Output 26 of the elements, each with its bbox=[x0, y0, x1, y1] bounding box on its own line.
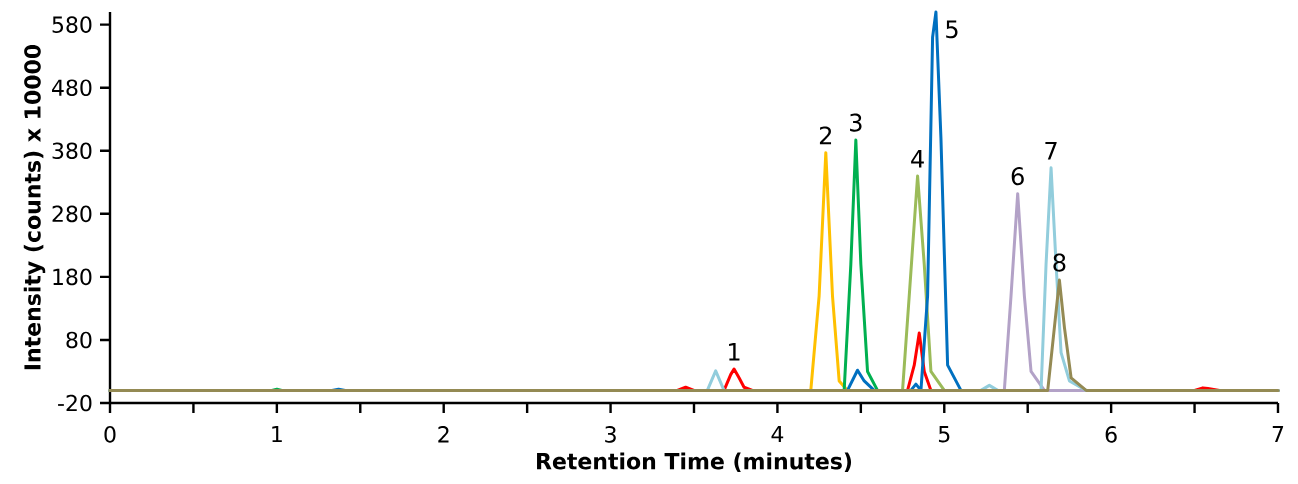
y-tick-label: 180 bbox=[53, 268, 92, 286]
x-tick-label: 2 bbox=[438, 426, 449, 443]
annotation: 6 bbox=[1011, 167, 1024, 186]
annotation: 8 bbox=[1053, 253, 1066, 272]
annotation: 4 bbox=[911, 150, 924, 168]
y-tick-label: 80 bbox=[66, 331, 92, 349]
x-tick-label: 3 bbox=[605, 426, 616, 443]
x-tick-label: 5 bbox=[938, 426, 950, 443]
y-tick-label: 580 bbox=[52, 16, 92, 33]
y-tick-label: 280 bbox=[52, 205, 92, 223]
x-tick-label: 7 bbox=[1272, 426, 1284, 443]
annotation: 1 bbox=[729, 343, 740, 361]
annotation: 2 bbox=[819, 126, 832, 145]
x-tick-label: 6 bbox=[1105, 426, 1117, 443]
x-tick-label: 4 bbox=[771, 426, 784, 443]
annotation: 3 bbox=[850, 113, 862, 132]
y-tick-label: 380 bbox=[52, 142, 92, 160]
y-axis-title: Intensity (counts) x 10000 bbox=[23, 44, 46, 370]
x-tick-label: 0 bbox=[104, 426, 116, 443]
annotation: 7 bbox=[1045, 141, 1057, 160]
x-tick-label: 1 bbox=[272, 426, 282, 443]
y-tick-label: 480 bbox=[52, 79, 92, 97]
y-tick-label: -20 bbox=[58, 394, 92, 412]
x-axis-title: Retention Time (minutes) bbox=[537, 452, 852, 473]
annotation: 5 bbox=[946, 20, 958, 39]
line-series bbox=[108, 278, 1280, 392]
